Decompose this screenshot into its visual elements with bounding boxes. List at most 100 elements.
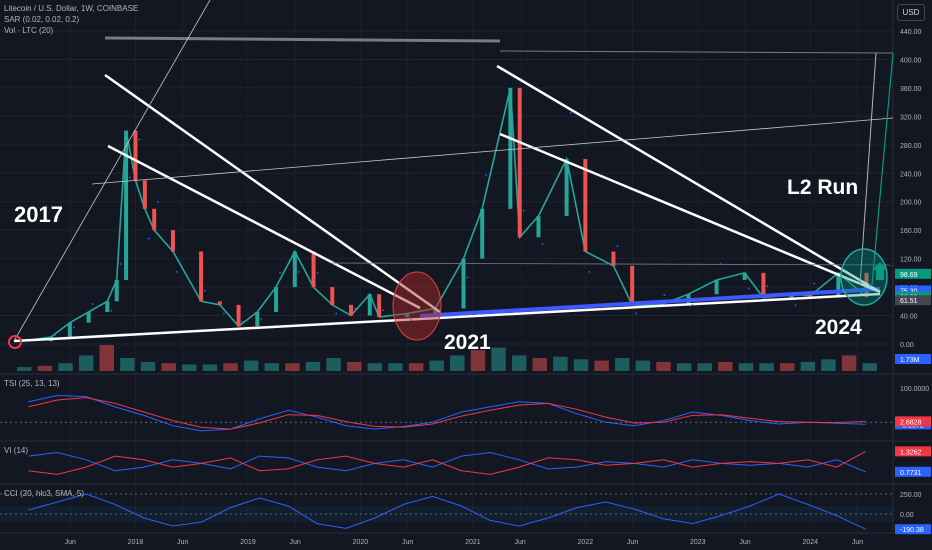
sar-dot bbox=[335, 312, 338, 315]
ath-line-2024 bbox=[499, 50, 894, 54]
price-candle bbox=[349, 304, 354, 316]
volume-bar bbox=[553, 356, 568, 371]
sar-dot bbox=[719, 263, 722, 265]
volume-bars bbox=[17, 345, 877, 371]
annotation-l2-run: L2 Run bbox=[787, 176, 858, 199]
price-series bbox=[22, 87, 869, 342]
projection-line bbox=[871, 52, 894, 286]
sar-dot bbox=[466, 276, 469, 279]
volume-bar bbox=[862, 363, 877, 371]
price-candle bbox=[611, 251, 616, 266]
price-candle bbox=[133, 130, 138, 181]
price-candle bbox=[311, 251, 316, 288]
vi-line bbox=[28, 451, 866, 473]
volume-bar bbox=[450, 355, 465, 371]
price-candle bbox=[274, 287, 279, 312]
cci-legend[interactable]: CCI (20, hlc3, SMA, 5) bbox=[4, 489, 85, 498]
volume-bar bbox=[573, 359, 589, 371]
sar-dot bbox=[410, 319, 413, 322]
price-candle bbox=[377, 294, 382, 317]
volume-bar bbox=[367, 363, 383, 371]
time-tick-label: 2019 bbox=[240, 539, 256, 546]
sar-legend[interactable]: SAR (0.02, 0.02, 0.2) bbox=[4, 15, 80, 24]
volume-bar bbox=[120, 358, 135, 371]
blue-support-line bbox=[419, 287, 881, 318]
volume-bar bbox=[58, 363, 73, 371]
sar-dot bbox=[794, 304, 797, 307]
resistance-line-2 bbox=[107, 144, 421, 310]
currency-button[interactable]: USD bbox=[897, 4, 925, 21]
sar-dot bbox=[138, 138, 141, 141]
tsi-tick-label: 100.0000 bbox=[900, 386, 929, 393]
price-candle bbox=[124, 130, 129, 280]
price-candle bbox=[433, 308, 438, 314]
sar-dot bbox=[204, 289, 206, 292]
price-candle bbox=[714, 279, 719, 295]
sar-dot bbox=[372, 304, 375, 307]
price-label-box bbox=[895, 295, 931, 306]
price-label: 98.69 bbox=[900, 272, 918, 279]
sar-dot bbox=[841, 287, 844, 290]
volume-legend[interactable]: Vol · LTC (20) bbox=[4, 26, 54, 35]
time-tick-label: 2022 bbox=[578, 539, 594, 546]
sar-dot bbox=[91, 303, 94, 305]
sar-dot bbox=[382, 309, 385, 312]
volume-bar bbox=[676, 363, 692, 371]
price-tick-label: 0.00 bbox=[900, 342, 914, 349]
price-candle bbox=[114, 279, 119, 302]
volume-bar bbox=[800, 361, 816, 371]
cci-line bbox=[28, 493, 866, 530]
price-candle bbox=[583, 159, 588, 252]
sar-dot bbox=[569, 111, 572, 114]
annotation-2021: 2021 bbox=[444, 331, 491, 354]
start-marker bbox=[8, 335, 22, 349]
price-candle bbox=[461, 258, 466, 309]
sar-dot bbox=[869, 284, 872, 287]
price-candle bbox=[236, 304, 241, 327]
volume-bar bbox=[532, 358, 548, 371]
price-candle bbox=[630, 265, 635, 305]
volume-bar bbox=[697, 363, 712, 371]
sar-dot bbox=[110, 309, 113, 312]
chart-annotations: 2017 2021 2024 L2 Run bbox=[14, 176, 862, 354]
horizontal-level bbox=[329, 262, 894, 266]
time-tick-label: Jun bbox=[739, 539, 750, 546]
projection-line-2 bbox=[859, 52, 877, 286]
time-axis[interactable]: Jun 2018 Jun 2019 Jun 2020 Jun 2021 Jun 2022 Jun 20… bbox=[65, 539, 864, 546]
price-candle bbox=[330, 287, 335, 305]
sar-dot bbox=[260, 318, 263, 320]
sar-dot bbox=[616, 245, 619, 248]
sar-dot bbox=[588, 270, 591, 273]
volume-bar bbox=[656, 361, 671, 371]
tsi-line bbox=[28, 397, 866, 430]
vi-value-label: 1.3262 bbox=[900, 449, 922, 456]
price-candle bbox=[836, 272, 841, 296]
vi-value-box bbox=[895, 466, 931, 477]
price-tick-label: 360.00 bbox=[900, 86, 922, 93]
sar-dot bbox=[766, 285, 769, 288]
sar-dot bbox=[663, 294, 666, 296]
volume-bar bbox=[202, 364, 218, 371]
sar-dot bbox=[119, 263, 122, 265]
axis-value-labels: 98.6975.3066.8061.511.73M-6.18722.68280.… bbox=[895, 268, 931, 535]
price-candle bbox=[742, 272, 747, 280]
annotation-2024: 2024 bbox=[815, 316, 862, 339]
price-candle bbox=[105, 301, 110, 312]
volume-bar bbox=[429, 360, 444, 371]
price-label-box bbox=[895, 268, 931, 279]
price-tick-label: 400.00 bbox=[900, 57, 922, 64]
price-candle bbox=[67, 322, 72, 337]
time-tick-label: Jun bbox=[627, 539, 638, 546]
volume-bar bbox=[99, 345, 115, 371]
time-tick-label: 2023 bbox=[690, 539, 706, 546]
volume-bar bbox=[779, 363, 795, 371]
sar-dot bbox=[54, 334, 57, 337]
fan-line bbox=[13, 0, 211, 342]
symbol-legend[interactable]: Litecoin / U.S. Dollar, 1W, COINBASE bbox=[4, 4, 139, 13]
price-tick-label: 240.00 bbox=[900, 171, 922, 178]
vi-legend[interactable]: VI (14) bbox=[4, 446, 29, 455]
time-tick-label: Jun bbox=[402, 539, 413, 546]
tsi-legend[interactable]: TSI (25, 13, 13) bbox=[4, 379, 60, 388]
volume-bar bbox=[243, 360, 259, 371]
volume-bar bbox=[511, 355, 527, 371]
